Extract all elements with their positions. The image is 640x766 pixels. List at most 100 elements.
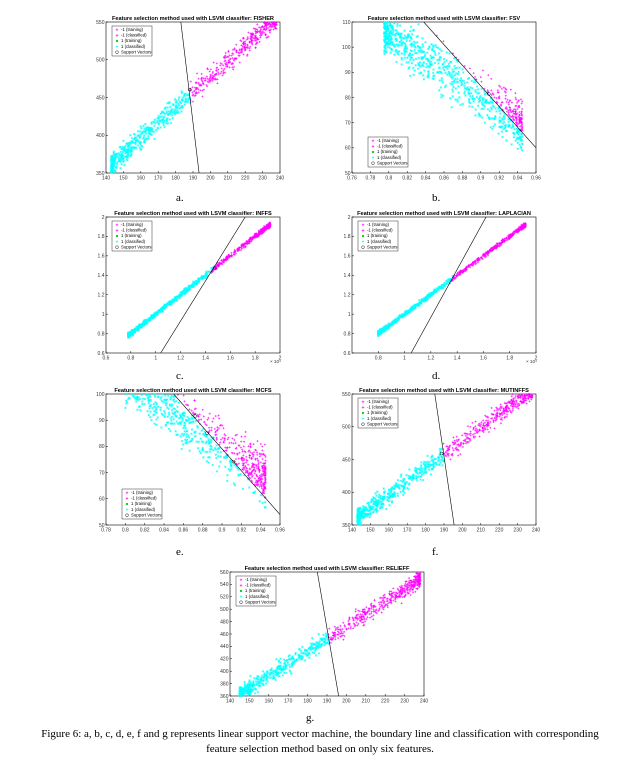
point-class-neg [201,80,204,83]
point-class-neg [504,415,507,418]
point-class-pos [159,309,162,313]
point-class-pos [174,297,178,300]
point-class-neg [503,90,506,93]
point-class-pos [140,132,144,135]
point-class-neg [517,407,520,410]
point-class-pos [507,120,510,124]
point-class-pos [163,409,166,413]
point-class-neg [261,230,264,233]
point-class-neg [213,78,216,81]
point-class-neg [509,108,512,111]
point-class-pos [433,288,436,292]
point-class-neg [495,415,498,418]
point-class-pos [407,311,410,315]
point-class-neg [490,417,493,420]
point-class-neg [220,62,224,66]
y-tick-label: 450 [96,95,105,101]
point-class-pos [163,398,166,402]
point-class-pos [389,51,392,54]
panel-label-d: d. [432,370,441,382]
point-class-neg [256,439,259,443]
point-class-pos [429,64,433,67]
legend-marker [125,491,129,495]
point-class-neg [262,483,265,486]
point-class-neg [237,462,240,465]
point-class-neg [204,77,207,80]
x-tick-label: 160 [137,176,146,182]
point-class-neg [264,28,268,31]
point-class-neg [275,21,278,24]
point-class-neg [459,453,462,456]
point-class-neg [456,443,459,446]
point-class-neg [247,31,250,34]
point-class-neg [230,254,233,257]
point-class-pos [477,97,481,101]
point-class-pos [388,496,391,500]
point-class-pos [382,31,386,34]
point-class-pos [403,53,406,56]
point-class-pos [452,70,456,73]
point-class-pos [517,136,520,140]
point-class-pos [395,60,398,64]
y-tick-label: 80 [99,444,105,450]
point-class-neg [228,255,231,259]
point-class-neg [219,72,222,75]
point-class-neg [516,405,519,408]
point-class-pos [428,63,432,67]
point-class-pos [417,56,421,60]
point-class-pos [489,106,493,109]
point-class-pos [376,499,380,502]
point-class-neg [474,262,478,265]
point-class-pos [147,393,150,397]
point-class-neg [250,470,254,473]
legend-label: Support Vectors [377,160,408,165]
panel-label-b: b. [432,192,441,204]
point-class-pos [135,396,139,400]
point-class-pos [164,403,168,407]
point-class-neg [216,426,219,429]
point-class-pos [357,515,361,519]
point-class-pos [422,50,425,53]
point-class-neg [245,470,248,473]
point-class-pos [385,29,389,33]
point-class-pos [473,78,477,82]
point-class-neg [520,110,523,113]
point-class-pos [166,116,169,120]
point-class-neg [201,408,204,411]
point-class-pos [424,465,428,469]
point-class-pos [474,88,477,92]
point-class-pos [422,77,426,81]
point-class-neg [222,56,225,59]
point-class-pos [384,507,388,511]
point-class-neg [240,458,244,461]
point-class-pos [493,117,497,121]
point-class-neg [207,426,211,429]
point-class-neg [466,441,469,444]
point-class-pos [253,490,257,493]
point-class-neg [520,102,523,105]
point-class-pos [404,312,407,315]
point-class-neg [261,472,265,475]
point-class-pos [383,46,387,50]
point-class-neg [206,80,209,83]
point-class-pos [229,461,232,464]
legend-label: -1 (training) [121,222,144,227]
point-class-pos [374,501,378,504]
point-class-neg [477,430,480,433]
point-class-neg [259,26,262,30]
point-class-pos [452,80,456,84]
point-class-pos [482,97,485,101]
point-class-neg [268,223,272,226]
point-class-neg [250,475,254,479]
point-class-neg [479,423,483,426]
x-tick-label: 220 [495,528,504,534]
point-class-pos [504,129,508,133]
point-class-pos [445,51,449,54]
point-class-pos [390,41,394,44]
point-class-pos [201,447,204,451]
point-class-neg [213,74,216,77]
point-class-pos [164,106,167,109]
point-class-pos [450,106,453,109]
legend-label: 1 (training) [377,149,398,154]
point-class-pos [153,118,157,121]
